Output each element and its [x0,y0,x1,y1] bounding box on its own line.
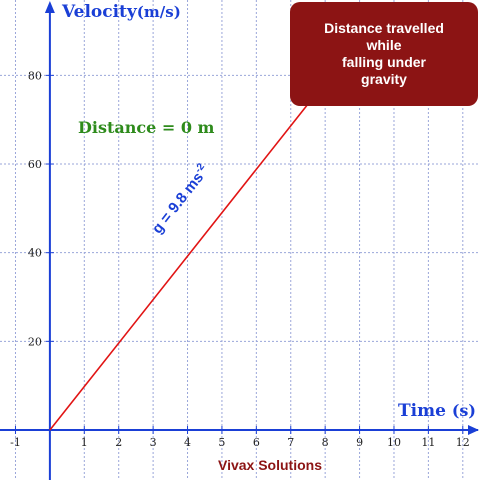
x-tick-label: 5 [218,436,225,449]
x-tick-label: 12 [456,436,470,449]
velocity-series-line [49,99,313,431]
credit-footer: Vivax Solutions [0,457,480,473]
y-tick-label: 20 [28,335,42,348]
y-axis-arrow [44,1,55,13]
y-axis-title: Velocity(m/s) [62,2,181,22]
x-tick-label: 10 [387,436,401,449]
x-tick-label: 4 [184,436,191,449]
info-box-line-3: falling under [342,54,426,70]
x-tick-label: 9 [356,436,363,449]
info-box-line-4: gravity [361,71,407,87]
y-axis-unit: (m/s) [136,3,181,21]
info-box-line-2: while [366,37,402,53]
y-axis-label: Velocity [62,2,137,22]
x-tick-label: 1 [81,436,88,449]
y-tick-label: 60 [28,158,42,171]
x-tick-label: 6 [253,436,260,449]
x-axis-title: Time (s) [398,401,476,421]
x-tick-label: 2 [115,436,122,449]
x-tick-label: 7 [287,436,294,449]
x-tick-label: 11 [421,436,435,449]
series-lines [49,99,313,431]
info-box-line-1: Distance travelled [324,20,444,36]
credit-text: Vivax Solutions [218,457,322,473]
y-tick-label: 80 [28,69,42,82]
distance-annotation: Distance = 0 m [78,118,215,137]
x-tick-label: 8 [322,436,329,449]
x-axis-arrow [468,425,479,435]
x-tick-label: 3 [150,436,157,449]
x-axis-label: Time [398,401,446,421]
x-tick-label: -1 [10,436,21,449]
x-axis-unit: (s) [451,401,476,420]
y-tick-label: 40 [28,247,42,260]
info-box: Distance travelled while falling under g… [290,2,478,106]
